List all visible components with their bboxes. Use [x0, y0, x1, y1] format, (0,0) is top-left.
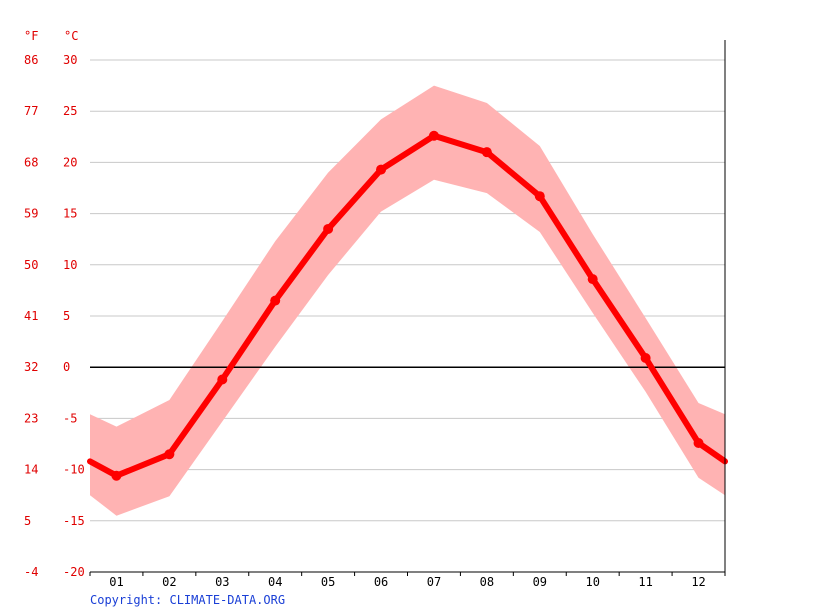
data-points — [111, 130, 704, 481]
data-point — [217, 374, 228, 385]
y-tick-label-fahrenheit: 86 — [24, 53, 38, 67]
y-tick-label-celsius: 0 — [63, 360, 70, 374]
unit-label-fahrenheit: °F — [24, 29, 38, 43]
x-tick-label: 10 — [585, 575, 599, 589]
mean-temperature-line — [87, 132, 728, 479]
data-point — [164, 449, 175, 460]
x-axis-month-ticks: 01 02 03 04 05 06 07 08 09 10 11 12 — [109, 575, 706, 589]
y-tick-label-celsius: 5 — [63, 309, 70, 323]
y-tick-label-fahrenheit: 50 — [24, 258, 38, 272]
y-axis-celsius-ticks: 30 25 20 15 10 5 0 -5 -10 -15 -20 — [63, 53, 85, 579]
data-point — [111, 470, 122, 481]
y-axis-fahrenheit-ticks: 86 77 68 59 50 41 32 23 14 5 -4 — [24, 53, 38, 579]
x-tick-label: 05 — [321, 575, 335, 589]
y-tick-label-celsius: -5 — [63, 411, 77, 425]
y-tick-label-fahrenheit: 5 — [24, 514, 31, 528]
x-tick-label: 03 — [215, 575, 229, 589]
series-line — [87, 132, 728, 479]
x-tick-label: 01 — [109, 575, 123, 589]
y-tick-label-celsius: -20 — [63, 565, 85, 579]
y-tick-label-fahrenheit: 77 — [24, 104, 38, 118]
data-point — [534, 191, 545, 202]
y-tick-label-celsius: 25 — [63, 104, 77, 118]
x-tick-label: 07 — [427, 575, 441, 589]
data-point — [270, 295, 281, 306]
y-tick-label-celsius: 10 — [63, 258, 77, 272]
y-tick-label-fahrenheit: 68 — [24, 155, 38, 169]
y-tick-label-celsius: -10 — [63, 463, 85, 477]
data-point — [323, 223, 334, 234]
x-tick-label: 08 — [480, 575, 494, 589]
x-tick-label: 09 — [533, 575, 547, 589]
y-tick-label-fahrenheit: -4 — [24, 565, 38, 579]
data-point — [376, 164, 387, 175]
x-tick-label: 06 — [374, 575, 388, 589]
x-tick-label: 12 — [691, 575, 705, 589]
data-point — [693, 437, 704, 448]
unit-label-celsius: °C — [64, 29, 78, 43]
copyright-text: Copyright: CLIMATE-DATA.ORG — [90, 593, 286, 607]
x-tick-label: 04 — [268, 575, 282, 589]
temperature-range-band — [90, 85, 725, 516]
y-tick-label-celsius: 15 — [63, 207, 77, 221]
axes — [89, 40, 726, 576]
data-point — [481, 147, 492, 158]
range-band-area — [90, 85, 725, 516]
data-point — [640, 352, 651, 363]
data-point — [428, 130, 439, 141]
y-tick-label-celsius: -15 — [63, 514, 85, 528]
y-tick-label-celsius: 20 — [63, 155, 77, 169]
data-point — [587, 274, 598, 285]
y-tick-label-fahrenheit: 41 — [24, 309, 38, 323]
y-tick-label-fahrenheit: 32 — [24, 360, 38, 374]
y-tick-label-celsius: 30 — [63, 53, 77, 67]
x-tick-label: 02 — [162, 575, 176, 589]
x-tick-label: 11 — [638, 575, 652, 589]
y-tick-label-fahrenheit: 59 — [24, 207, 38, 221]
y-tick-label-fahrenheit: 23 — [24, 411, 38, 425]
y-tick-label-fahrenheit: 14 — [24, 463, 38, 477]
